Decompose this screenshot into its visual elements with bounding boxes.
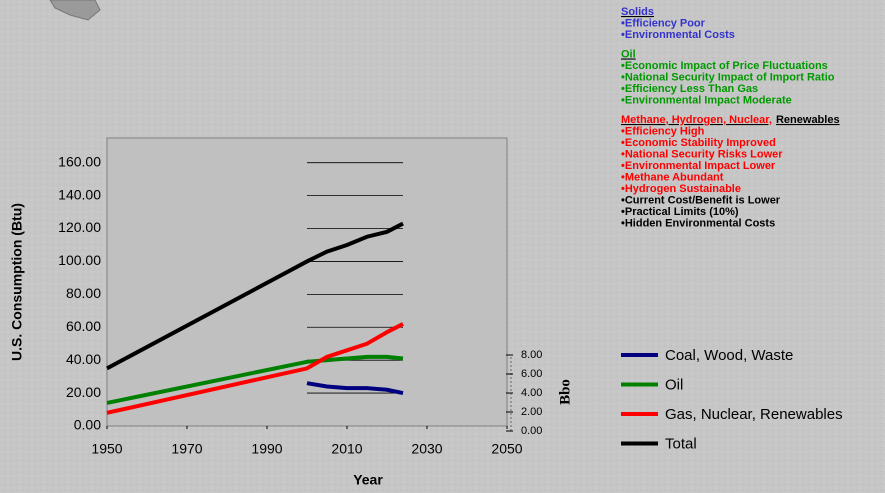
y2-tick-label: 6.00 (521, 368, 542, 380)
panel-heading: Oil (621, 48, 636, 60)
y-tick-label: 80.00 (66, 285, 101, 301)
panel-item: •National Security Impact of Import Rati… (621, 71, 835, 83)
y2-tick-label: 2.00 (521, 406, 542, 418)
y2-tick-label: 0.00 (521, 425, 542, 437)
x-tick-label: 1950 (91, 441, 122, 457)
y2-tick-label: 8.00 (521, 349, 542, 361)
x-tick-label: 2030 (411, 441, 442, 457)
y-tick-label: 60.00 (66, 318, 101, 334)
legend-label: Oil (665, 376, 683, 393)
y-tick-label: 100.00 (58, 252, 101, 268)
legend-label: Gas, Nuclear, Renewables (665, 406, 843, 423)
panel-item: •Environmental Impact Moderate (621, 94, 792, 106)
y2-tick-label: 4.00 (521, 387, 542, 399)
panel-item: •Hydrogen Sustainable (621, 183, 741, 195)
y-tick-label: 120.00 (58, 219, 101, 235)
panel-item: •Efficiency High (621, 125, 705, 137)
y-tick-label: 0.00 (74, 417, 101, 433)
y-tick-label: 160.00 (58, 153, 101, 169)
panel-item: •Practical Limits (10%) (621, 206, 739, 218)
panel-item: •Efficiency Poor (621, 17, 706, 29)
plot-area (107, 138, 507, 426)
legend-label: Coal, Wood, Waste (665, 347, 793, 364)
x-tick-label: 1990 (251, 441, 282, 457)
panel-item: •Current Cost/Benefit is Lower (621, 194, 781, 206)
y-tick-label: 40.00 (66, 351, 101, 367)
heading-part: Renewables (776, 114, 840, 126)
slide: Year U.S. Consumption (Btu) Bbo 0.00 20.0… (0, 0, 885, 493)
panel-heading: Solids (621, 6, 654, 18)
heading-part: Methane, Hydrogen, Nuclear, (621, 114, 772, 126)
x-tick-label: 2050 (491, 441, 522, 457)
y2-axis-title: Bbo (557, 379, 573, 405)
y-tick-label: 20.00 (66, 384, 101, 400)
x-tick-label: 1970 (171, 441, 202, 457)
panel-item: •Hidden Environmental Costs (621, 217, 775, 229)
panel-item: •Efficiency Less Than Gas (621, 83, 758, 95)
panel-item: •National Security Risks Lower (621, 148, 783, 160)
panel-item: •Economic Impact of Price Fluctuations (621, 60, 828, 72)
panel-heading: Methane, Hydrogen, Nuclear, Renewables (621, 114, 840, 126)
x-tick-label: 2010 (331, 441, 362, 457)
x-axis-title: Year (353, 472, 383, 488)
panel-item: •Economic Stability Improved (621, 137, 776, 149)
panel-item: •Environmental Costs (621, 29, 735, 41)
y-tick-label: 140.00 (58, 186, 101, 202)
heading-part: Solids (621, 6, 654, 18)
heading-part: Oil (621, 48, 636, 60)
legend-label: Total (665, 435, 697, 452)
y-axis-title: U.S. Consumption (Btu) (9, 203, 25, 361)
panel-item: •Environmental Impact Lower (621, 160, 776, 172)
panel-item: •Methane Abundant (621, 171, 724, 183)
